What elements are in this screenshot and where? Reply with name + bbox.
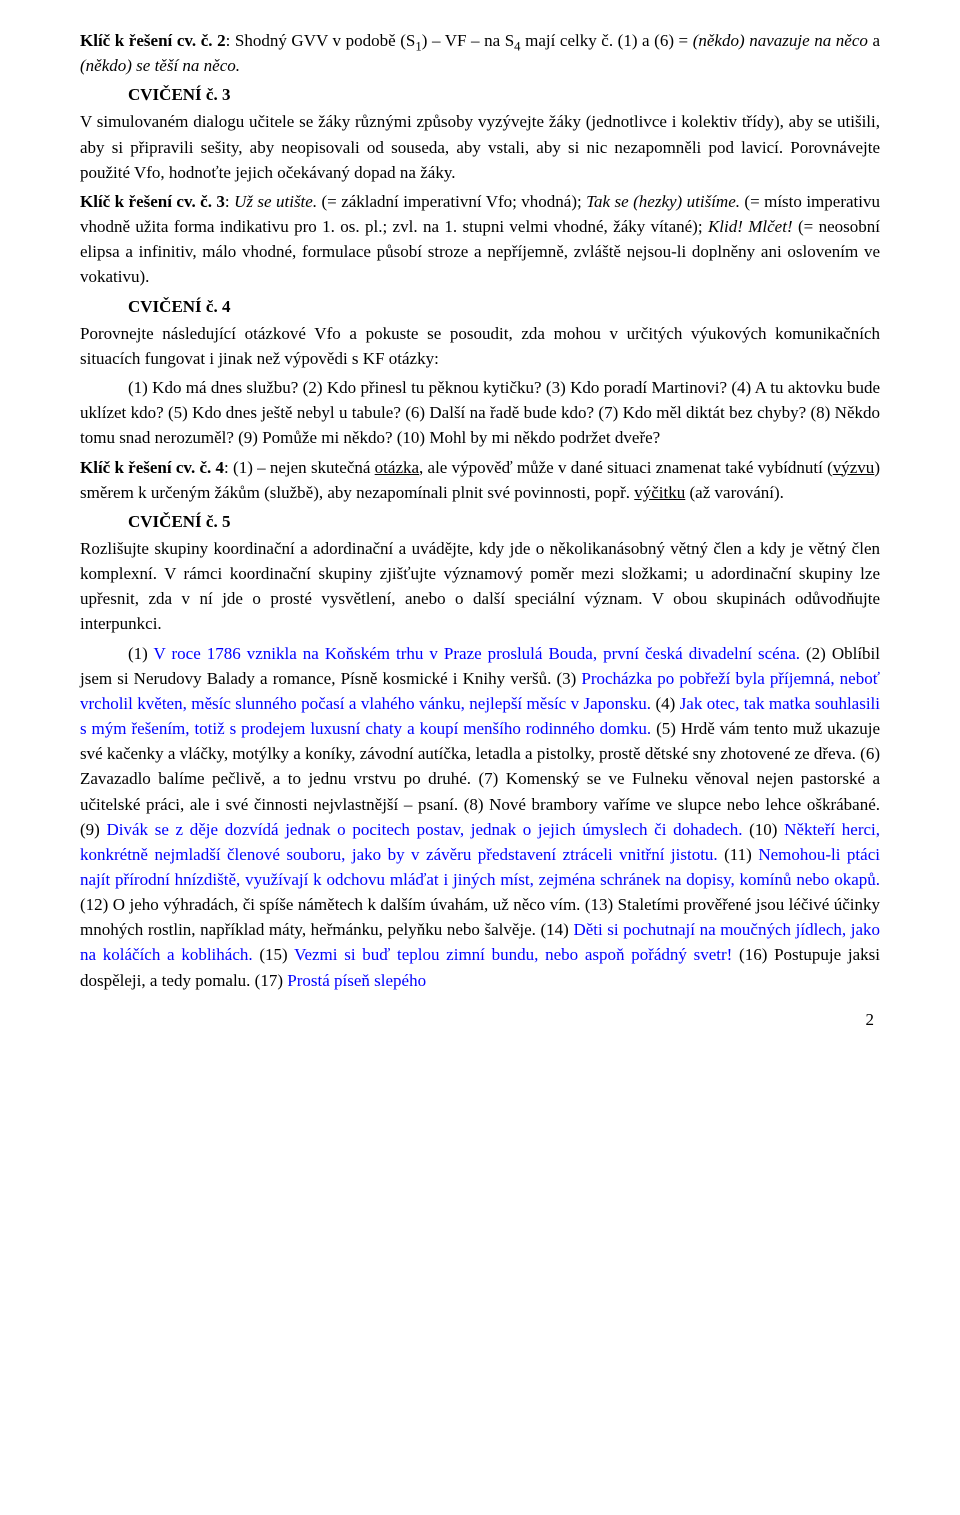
key-cv3: Klíč k řešení cv. č. 3: Už se utište. (=… <box>80 189 880 290</box>
page-number: 2 <box>80 1007 880 1032</box>
heading-cv4: CVIČENÍ č. 4 <box>80 294 880 319</box>
key-cv3-label: Klíč k řešení cv. č. 3 <box>80 192 225 211</box>
cv4-intro: Porovnejte následující otázkové Vfo a po… <box>80 321 880 371</box>
key-cv2-label: Klíč k řešení cv. č. 2 <box>80 31 226 50</box>
cv4-items: (1) Kdo má dnes službu? (2) Kdo přinesl … <box>80 375 880 450</box>
key-cv4-label: Klíč k řešení cv. č. 4 <box>80 458 224 477</box>
cv3-body: V simulovaném dialogu učitele se žáky rů… <box>80 109 880 184</box>
heading-cv5: CVIČENÍ č. 5 <box>80 509 880 534</box>
key-cv2: Klíč k řešení cv. č. 2: Shodný GVV v pod… <box>80 28 880 78</box>
key-cv4: Klíč k řešení cv. č. 4: (1) – nejen skut… <box>80 455 880 505</box>
heading-cv3: CVIČENÍ č. 3 <box>80 82 880 107</box>
cv5-items: (1) V roce 1786 vznikla na Koňském trhu … <box>80 641 880 993</box>
cv5-intro: Rozlišujte skupiny koordinační a adordin… <box>80 536 880 637</box>
